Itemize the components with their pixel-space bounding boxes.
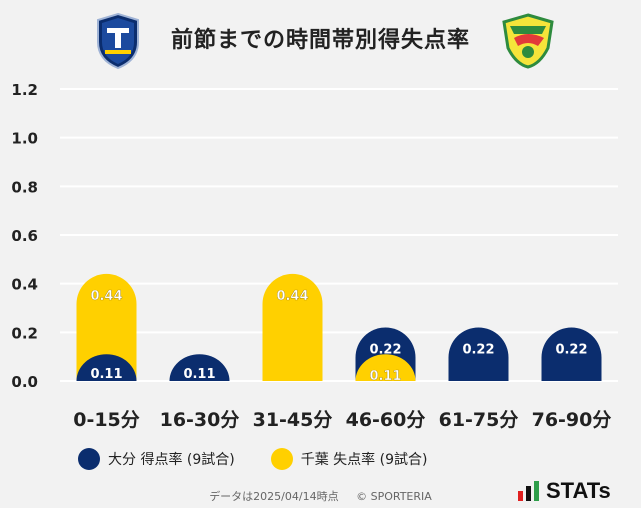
- y-tick-label: 1.0: [11, 130, 38, 148]
- copyright: © SPORTERIA: [356, 490, 432, 503]
- bar-home: [169, 354, 230, 381]
- brand-name: STATs: [546, 478, 611, 503]
- y-tick-label: 0.2: [11, 324, 38, 342]
- x-tick-label: 61-75分: [439, 409, 519, 431]
- y-tick-label: 0.4: [11, 276, 38, 294]
- oita-trinita-logo: [97, 12, 139, 70]
- legend-item-away: 千葉 失点率 (9試合): [270, 448, 428, 470]
- bar-away: [76, 273, 137, 381]
- stats-brand: STATs: [518, 478, 611, 504]
- bar-home: [76, 354, 137, 381]
- legend-swatch-away: [270, 448, 293, 470]
- x-tick-label: 0-15分: [73, 409, 140, 431]
- bar-away: [355, 354, 416, 381]
- y-tick-label: 0.0: [11, 373, 38, 391]
- bar-home: [541, 327, 602, 381]
- y-tick-label: 0.6: [11, 227, 38, 245]
- legend-label-away: 千葉 失点率 (9試合): [300, 452, 428, 468]
- x-tick-label: 16-30分: [160, 409, 240, 431]
- data-label-away: 0.44: [90, 289, 122, 304]
- legend-item-home: 大分 得点率 (9試合): [78, 448, 235, 470]
- legend-swatch-home: [78, 448, 100, 470]
- jef-united-chiba-logo: [502, 13, 554, 69]
- legend: 大分 得点率 (9試合) 千葉 失点率 (9試合): [78, 448, 453, 470]
- y-tick-label: 0.8: [11, 178, 38, 196]
- data-label-home: 0.11: [90, 367, 122, 382]
- data-label-away: 0.44: [276, 289, 308, 304]
- data-label-home: 0.22: [462, 342, 494, 357]
- legend-label-home: 大分 得点率 (9試合): [108, 452, 235, 468]
- stats-logo-icon: [518, 481, 539, 501]
- data-label-home: 0.22: [555, 342, 587, 357]
- data-label-home: 0.22: [369, 342, 401, 357]
- data-label-away: 0.11: [369, 369, 401, 384]
- y-tick-label: 1.2: [11, 81, 38, 99]
- data-label-home: 0.11: [183, 367, 215, 382]
- bar-home: [448, 327, 509, 381]
- data-date: データは2025/04/14時点: [209, 490, 339, 503]
- footer: データは2025/04/14時点 © SPORTERIA: [0, 488, 641, 504]
- chart-title: 前節までの時間帯別得失点率: [170, 28, 470, 53]
- bar-away: [262, 273, 323, 381]
- x-tick-label: 31-45分: [253, 409, 333, 431]
- x-tick-label: 46-60分: [346, 409, 426, 431]
- x-tick-label: 76-90分: [532, 409, 612, 431]
